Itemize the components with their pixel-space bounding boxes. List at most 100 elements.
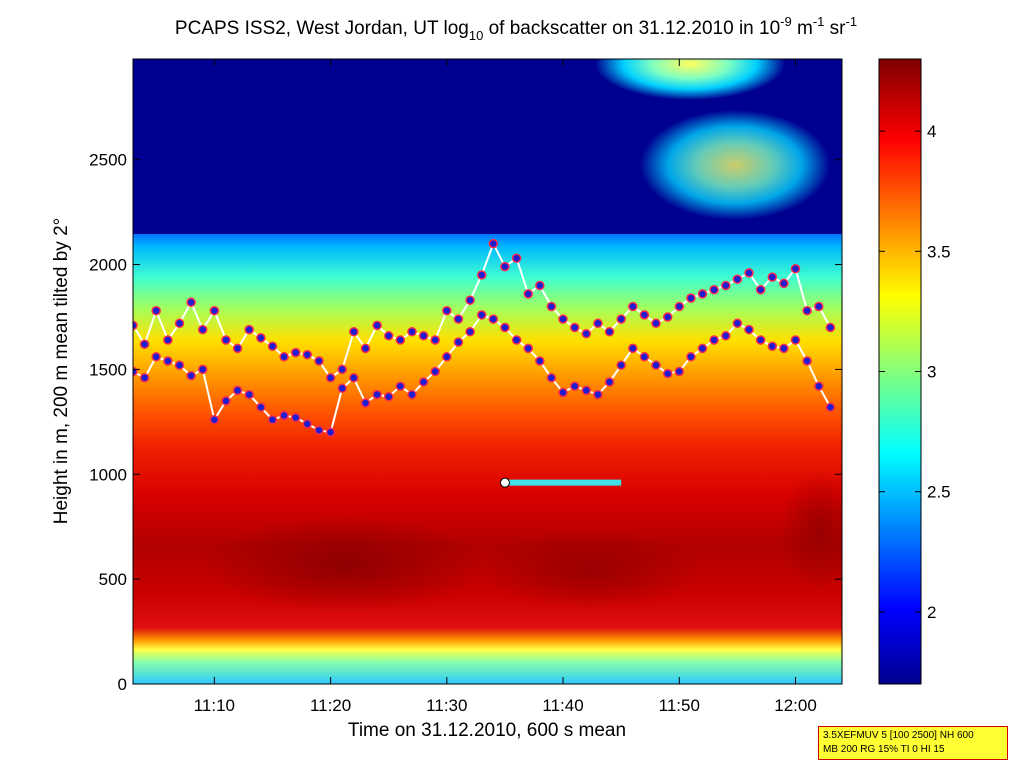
layer-top-point bbox=[755, 284, 766, 295]
layer-top-point bbox=[674, 301, 685, 312]
layer-bottom-point bbox=[442, 352, 452, 362]
layer-bottom-point bbox=[453, 337, 464, 347]
layer-bottom-point bbox=[744, 324, 754, 335]
layer-bottom-point bbox=[546, 373, 557, 383]
layer-bottom-point bbox=[383, 391, 394, 402]
layer-bottom-point bbox=[825, 402, 836, 412]
layer-bottom-point bbox=[372, 389, 382, 400]
layer-top-point bbox=[476, 270, 487, 280]
layer-top-point bbox=[209, 305, 220, 316]
layer-top-point bbox=[686, 293, 696, 303]
layer-bottom-point bbox=[407, 389, 417, 400]
layer-top-point bbox=[290, 347, 301, 358]
layer-bottom-point bbox=[395, 381, 406, 391]
layer-top-point bbox=[604, 326, 615, 337]
title-middle-3: sr bbox=[824, 18, 846, 39]
layer-bottom-point bbox=[279, 410, 289, 421]
layer-bottom-point bbox=[500, 322, 510, 333]
layer-top-point bbox=[709, 284, 719, 295]
y-tick-label: 0 bbox=[118, 675, 127, 694]
layer-bottom-point bbox=[802, 356, 812, 366]
layer-top-point bbox=[186, 297, 196, 308]
layer-bottom-point bbox=[139, 373, 150, 383]
layer-top-point bbox=[256, 333, 266, 343]
layer-bottom-point bbox=[569, 381, 580, 391]
x-tick-label: 11:40 bbox=[542, 696, 583, 715]
layer-top-point bbox=[337, 364, 347, 375]
info-line-1: 3.5XEFMUV 5 [100 2500] NH 600 bbox=[823, 730, 974, 741]
layer-bottom-point bbox=[337, 383, 347, 394]
layer-top-point bbox=[535, 280, 545, 291]
marker-start-point bbox=[499, 477, 510, 488]
x-tick-label: 11:30 bbox=[426, 696, 467, 715]
plot-frame bbox=[132, 58, 843, 685]
layer-bottom-point bbox=[221, 396, 231, 406]
layer-bottom-point bbox=[197, 364, 208, 375]
layer-top-point bbox=[744, 268, 754, 278]
layer-top-point bbox=[581, 328, 592, 339]
colorbar-tick-label: 2.5 bbox=[927, 483, 951, 502]
title-middle: of backscatter on 31.12.2010 in 10 bbox=[483, 18, 780, 39]
layer-top-point bbox=[767, 272, 778, 282]
layer-top-point bbox=[802, 305, 812, 316]
layer-bottom-point bbox=[709, 335, 719, 345]
layer-top-point bbox=[593, 318, 603, 329]
layer-bottom-point bbox=[349, 373, 359, 383]
layer-top-point bbox=[133, 320, 138, 331]
layer-top-point bbox=[325, 373, 336, 383]
layer-bottom-point bbox=[465, 326, 475, 337]
layer-top-point bbox=[360, 343, 371, 354]
layer-bottom-point bbox=[779, 343, 789, 354]
layer-top-point bbox=[488, 238, 499, 249]
x-tick-label: 11:10 bbox=[194, 696, 235, 715]
layer-bottom-point bbox=[535, 356, 545, 366]
layer-top-point bbox=[616, 314, 626, 324]
layer-bottom-point bbox=[151, 352, 161, 362]
layer-top-point bbox=[825, 322, 836, 333]
layer-bottom-point bbox=[476, 310, 487, 320]
y-tick-label: 1500 bbox=[89, 360, 127, 379]
layer-top-point bbox=[453, 314, 464, 324]
title-middle-2: m bbox=[792, 18, 813, 39]
layer-top-point bbox=[383, 331, 394, 341]
heatmap bbox=[133, 59, 842, 684]
layer-bottom-point bbox=[604, 377, 615, 387]
layer-bottom-point bbox=[651, 360, 661, 370]
y-tick-label: 1000 bbox=[89, 465, 127, 484]
info-box: 3.5XEFMUV 5 [100 2500] NH 600 MB 200 RG … bbox=[818, 726, 1008, 760]
layer-bottom-point bbox=[232, 385, 243, 396]
layer-top-point bbox=[163, 335, 173, 345]
y-tick-label: 2000 bbox=[89, 256, 127, 275]
y-axis: 0 500 1000 1500 2000 2500 bbox=[89, 151, 842, 694]
x-axis: 11:10 11:20 11:30 11:40 11:50 12:00 bbox=[194, 59, 817, 715]
title-superscript-2: -1 bbox=[813, 14, 825, 29]
layer-top-point bbox=[430, 335, 440, 345]
layer-bottom-point bbox=[732, 318, 743, 329]
colorbar: 2 2.5 3 3.5 4 bbox=[878, 58, 951, 685]
layer-top-point bbox=[558, 314, 568, 324]
layer-top-point bbox=[139, 339, 150, 349]
layer-bottom-point bbox=[697, 343, 708, 354]
layer-bottom-point bbox=[244, 389, 254, 400]
layer-top-point bbox=[546, 301, 557, 312]
layer-top-point bbox=[697, 289, 708, 299]
x-axis-label: Time on 31.12.2010, 600 s mean bbox=[348, 720, 626, 741]
title-subscript: 10 bbox=[469, 28, 483, 43]
layer-top-point bbox=[314, 356, 324, 366]
layer-top-point bbox=[279, 352, 289, 362]
layer-bottom-point bbox=[558, 387, 568, 398]
layer-bottom-point bbox=[186, 370, 196, 381]
layer-top-point bbox=[628, 301, 638, 312]
title-main: PCAPS ISS2, West Jordan, UT log bbox=[175, 18, 469, 39]
layer-bottom-point bbox=[302, 419, 313, 429]
layer-bottom-point bbox=[662, 368, 673, 379]
layer-top-point bbox=[511, 253, 522, 263]
layer-bottom-point bbox=[755, 335, 766, 345]
y-tick-label: 2500 bbox=[89, 151, 127, 170]
layer-markers bbox=[133, 238, 836, 488]
layer-top-point bbox=[407, 326, 417, 337]
layer-top-points bbox=[133, 238, 836, 383]
layer-top-point bbox=[244, 324, 254, 335]
layer-bottom-point bbox=[674, 366, 685, 377]
